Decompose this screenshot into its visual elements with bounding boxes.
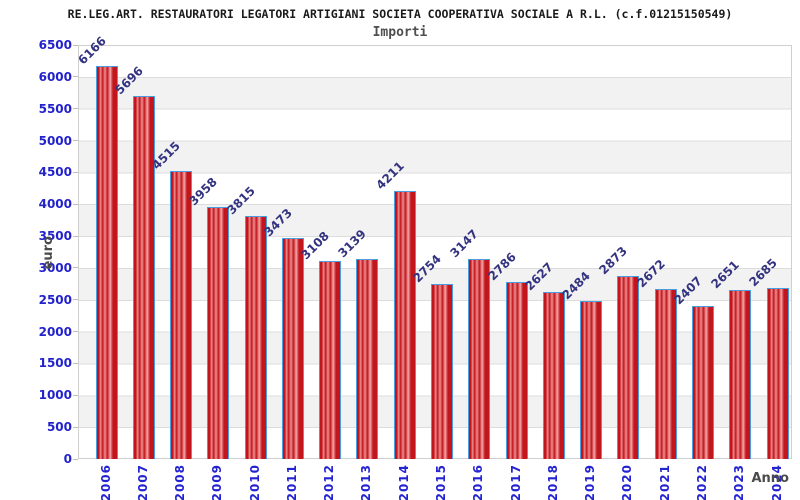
x-tick-label: 2006 [98,464,113,500]
y-tick-label: 4500 [38,165,72,180]
x-tick-label: 2016 [471,464,486,500]
x-axis-title: Anno [751,471,789,486]
y-tick-label: 1500 [38,356,72,371]
x-tick-label: 2012 [322,464,337,500]
x-tick-label: 2010 [247,464,262,500]
y-tick-label: 500 [46,420,72,435]
x-tick-label: 2015 [434,464,449,500]
x-tick-label: 2022 [694,464,709,500]
x-tick-label: 2013 [359,464,374,500]
y-tick-label: 5000 [38,133,72,148]
x-tick-label: 2011 [284,464,299,500]
x-tick-label: 2009 [210,464,225,500]
x-tick-label: 2017 [508,464,523,500]
y-tick-label: 2000 [38,324,72,339]
x-tick-label: 2018 [545,464,560,500]
x-tick-label: 2021 [657,464,672,500]
y-tick-label: 5500 [38,101,72,116]
y-tick-label: 0 [63,452,72,466]
x-tick-label: 2007 [135,464,150,500]
x-tick-label: 2023 [732,464,747,500]
x-tick-label: 2008 [173,464,188,500]
chart-title: RE.LEG.ART. RESTAURATORI LEGATORI ARTIGI… [67,7,733,21]
y-tick-label: 2500 [38,292,72,307]
y-axis-title: euro [41,236,56,270]
x-tick-label: 2020 [620,464,635,500]
y-tick-label: 6000 [38,69,72,84]
plot-area [78,45,792,459]
x-tick-label: 2014 [396,464,411,500]
x-tick-label: 2019 [583,464,598,500]
y-tick-label: 1000 [38,388,72,403]
y-tick-label: 4000 [38,197,72,212]
chart-subtitle: Importi [372,25,428,40]
